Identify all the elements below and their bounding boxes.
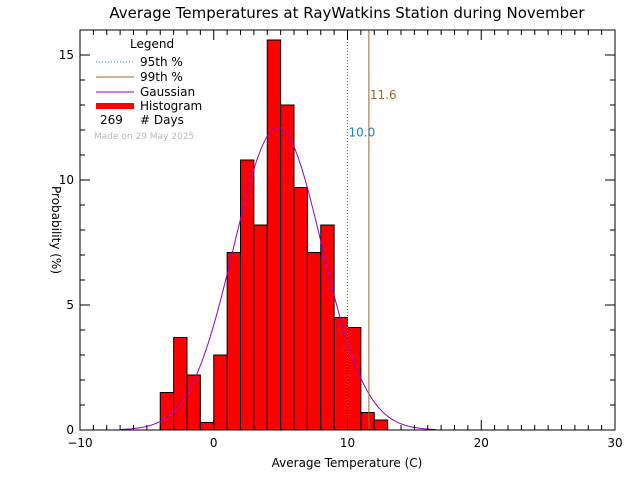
x-axis-label: Average Temperature (C): [272, 456, 423, 470]
histogram-bar: [240, 159, 255, 431]
histogram-bar: [226, 252, 241, 431]
legend-label-99th: 99th %: [140, 70, 183, 84]
y-tick-label: 0: [66, 423, 74, 437]
histogram-bar: [360, 412, 375, 431]
legend-days-label: # Days: [140, 113, 184, 127]
histogram-bar: [213, 354, 228, 431]
histogram-bar: [266, 39, 282, 431]
histogram-bar: [347, 327, 362, 431]
legend-title: Legend: [130, 37, 174, 51]
y-tick-label: 10: [59, 173, 74, 187]
histogram-bar: [173, 337, 188, 431]
y-tick-label: 5: [66, 298, 74, 312]
y-tick-label: 15: [59, 48, 74, 62]
percentile-99-label: 11.6: [370, 88, 397, 102]
percentile-95-label: 10.0: [349, 125, 376, 139]
x-tick-label: 0: [210, 436, 218, 450]
histogram-bar: [333, 317, 348, 431]
legend-label-histogram: Histogram: [140, 99, 202, 113]
x-tick-label: 10: [340, 436, 355, 450]
x-tick-label: −10: [67, 436, 92, 450]
histogram-bar: [320, 224, 335, 431]
y-axis-label: Probability (%): [49, 186, 63, 274]
gaussian-curve: [120, 126, 436, 430]
legend-label-95th: 95th %: [140, 55, 183, 69]
x-tick-label: 20: [474, 436, 489, 450]
plot-area: 10.0 11.6: [120, 30, 436, 431]
legend-days-count: 269: [100, 113, 123, 127]
made-on-stamp: Made on 29 May 2025: [94, 132, 194, 142]
legend-label-gaussian: Gaussian: [140, 85, 195, 99]
histogram-bar: [293, 187, 308, 431]
x-tick-label: 30: [607, 436, 622, 450]
histogram-bar: [159, 392, 175, 431]
histogram-bar: [306, 252, 322, 431]
histogram-bar: [186, 374, 201, 431]
legend: Legend 95th % 99th % Gaussian Histogram …: [94, 37, 202, 142]
histogram-bar: [373, 419, 389, 431]
chart-title: Average Temperatures at RayWatkins Stati…: [109, 4, 585, 22]
histogram-bar: [280, 104, 295, 431]
histogram-bar: [253, 224, 268, 431]
histogram-bar: [199, 422, 215, 431]
